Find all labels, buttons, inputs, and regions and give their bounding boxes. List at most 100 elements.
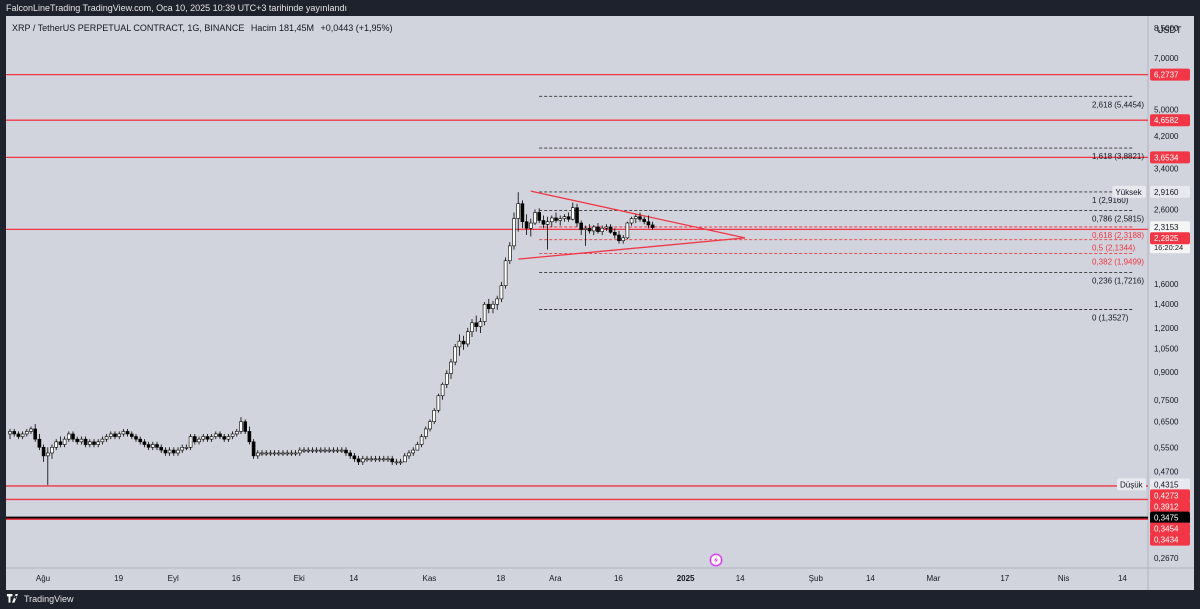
candle[interactable] [41,444,46,462]
candle[interactable] [289,450,294,456]
candle[interactable] [638,212,642,222]
price-badge[interactable]: 0,4273 [1150,489,1190,502]
candle[interactable] [524,214,529,236]
candle[interactable] [507,242,512,265]
price-badge[interactable]: 0,3912 [1150,500,1190,513]
candle[interactable] [457,334,462,356]
candle[interactable] [92,439,96,448]
candle[interactable] [243,419,247,434]
candle[interactable] [415,441,420,451]
candle[interactable] [163,447,168,456]
candle[interactable] [348,450,353,459]
candle[interactable] [352,452,357,462]
candle[interactable] [365,455,369,462]
candle[interactable] [478,317,483,334]
candle[interactable] [180,444,184,453]
candle[interactable] [394,458,399,465]
candle[interactable] [377,455,382,462]
candle[interactable] [570,202,575,221]
candle[interactable] [184,444,189,451]
candle[interactable] [62,436,67,448]
candle[interactable] [579,220,584,236]
candle[interactable] [297,447,302,456]
candle[interactable] [167,447,172,456]
candle[interactable] [314,447,319,453]
price-badge[interactable]: 2,9160 Yüksek [1112,185,1190,198]
candle[interactable] [125,428,130,437]
candle[interactable] [381,455,386,462]
price-badge[interactable]: 0,3475 [1150,511,1190,524]
triangle-upper-line[interactable] [530,190,746,239]
candle[interactable] [386,455,390,462]
candle[interactable] [67,431,71,442]
candle[interactable] [444,370,449,389]
candle[interactable] [327,447,332,453]
candle[interactable] [218,431,222,440]
candle[interactable] [193,433,197,445]
candle[interactable] [407,450,411,459]
candle[interactable] [617,230,621,244]
candle[interactable] [226,433,231,442]
candle[interactable] [16,431,21,440]
candle[interactable] [113,431,117,440]
candle[interactable] [339,447,344,453]
candle[interactable] [247,426,252,445]
candle[interactable] [646,215,651,229]
candle[interactable] [33,424,38,442]
candle[interactable] [272,450,277,456]
candle[interactable] [432,408,437,425]
candle[interactable] [419,433,424,448]
candle[interactable] [255,450,260,459]
candle[interactable] [214,431,218,440]
candle[interactable] [29,426,33,434]
candle[interactable] [428,419,432,432]
candle[interactable] [100,436,105,445]
candle[interactable] [453,343,458,366]
candle[interactable] [533,209,537,225]
candle[interactable] [104,433,109,442]
candle[interactable] [554,212,558,224]
candle[interactable] [486,298,491,314]
candle[interactable] [604,224,609,231]
candle[interactable] [436,393,441,413]
candle[interactable] [130,431,134,440]
candle[interactable] [549,215,554,227]
triangle-lower-line[interactable] [518,237,746,260]
candle[interactable] [318,447,323,453]
candle[interactable] [251,439,256,459]
candle[interactable] [373,455,378,462]
candle[interactable] [323,447,327,453]
candle[interactable] [209,433,214,442]
candle[interactable] [583,225,588,246]
candle[interactable] [600,225,605,236]
candle[interactable] [402,452,407,463]
candle[interactable] [558,215,563,226]
candle[interactable] [629,216,634,226]
candle[interactable] [449,358,453,379]
candle[interactable] [306,447,311,453]
candle[interactable] [264,450,269,456]
candle[interactable] [96,439,100,448]
candle[interactable] [239,417,243,434]
candle[interactable] [335,447,340,453]
candle[interactable] [491,300,495,314]
candle[interactable] [512,212,516,250]
candle[interactable] [83,436,88,448]
candle[interactable] [360,455,365,465]
candle[interactable] [344,447,348,456]
candle[interactable] [146,441,151,451]
candle[interactable] [621,235,626,244]
candle[interactable] [499,281,504,303]
candle[interactable] [520,200,525,229]
candle[interactable] [285,450,290,456]
candle[interactable] [587,224,592,234]
candle[interactable] [71,431,75,442]
candle[interactable] [575,203,579,227]
candle[interactable] [591,224,596,236]
candle[interactable] [134,433,138,442]
candle[interactable] [516,192,521,232]
candle[interactable] [138,436,142,445]
candle[interactable] [176,447,180,456]
candle[interactable] [79,436,84,445]
candle[interactable] [566,212,571,222]
